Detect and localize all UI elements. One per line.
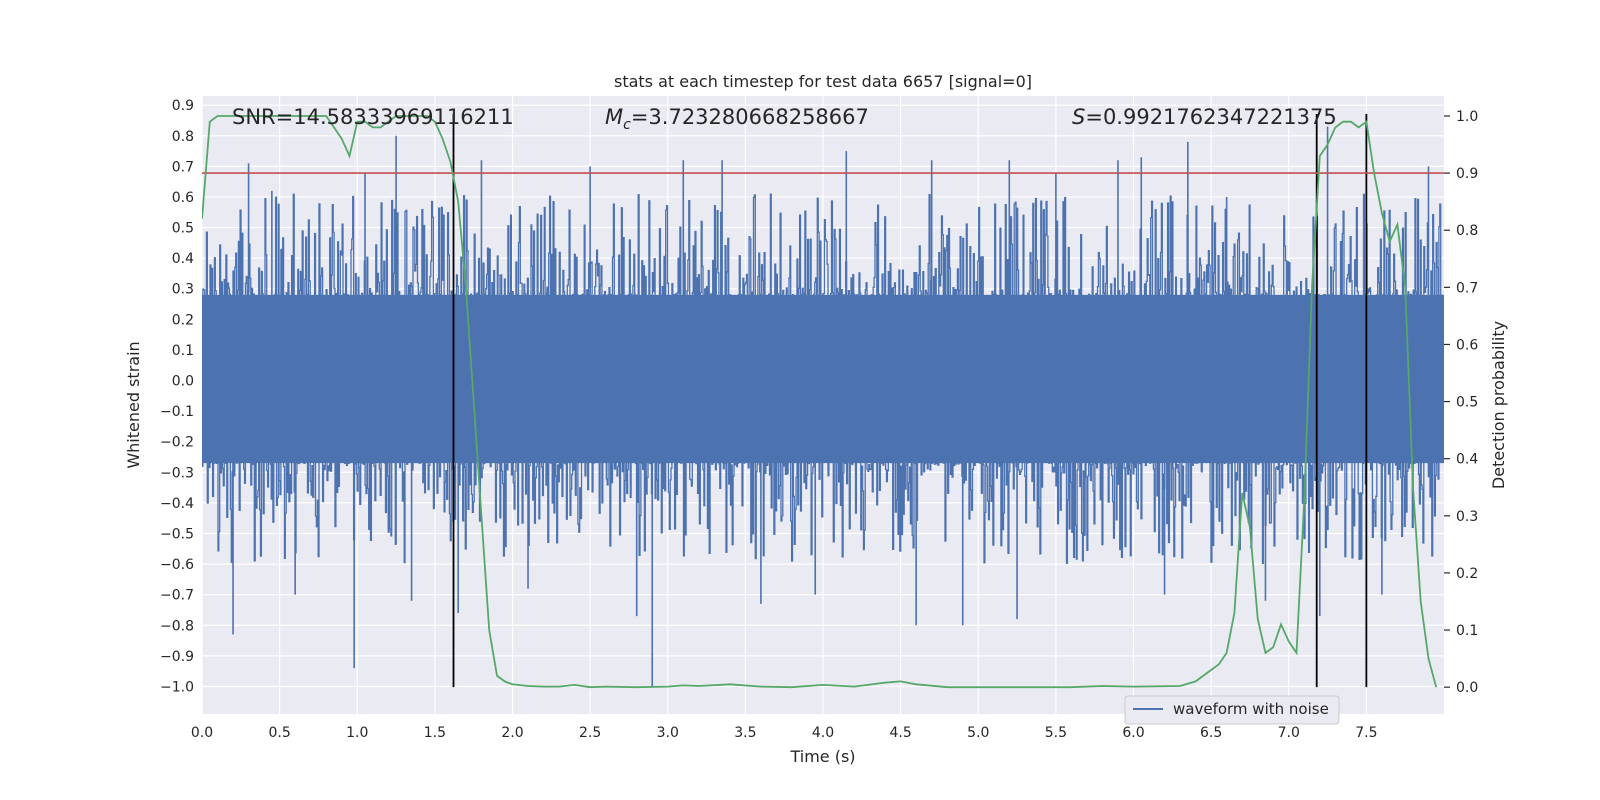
legend: waveform with noise [1124,695,1340,725]
legend-box [1124,695,1340,725]
x-axis-label: Time (s) [789,747,855,766]
y-left-tick-label: −0.7 [160,588,194,604]
y-left-tick-label: 0.1 [172,343,194,359]
y-left-tick-label: 0.7 [172,159,194,175]
y-left-axis-ticks: 0.9 0.8 0.7 0.6 0.5 0.4 0.3 0.2 0.1 0.0 −0.1 −0.2 −0… [160,98,194,695]
y-left-tick-label: 0.9 [172,98,194,114]
score-symbol: S [1072,105,1085,129]
y-left-tick-label: 0.6 [172,190,194,206]
waveform-series [202,126,1444,687]
y-left-tick-label: −0.1 [160,404,194,420]
x-tick-label: 7.5 [1355,725,1377,741]
score-value: =0.9921762347221375 [1085,105,1336,129]
y-left-tick-label: −0.6 [160,557,194,573]
y-left-tick-label: 0.5 [172,221,194,237]
x-tick-label: 3.5 [734,725,756,741]
x-tick-label: 6.0 [1122,725,1144,741]
y-right-tick-label: 0.4 [1456,452,1478,468]
legend-label: waveform with noise [1173,700,1329,718]
chirp-mass-value: =3.723280668258667 [631,105,869,129]
y-left-tick-label: 0.4 [172,251,194,267]
probability-series [202,115,1438,689]
x-tick-label: 2.5 [579,725,601,741]
y-right-tick-label: 0.3 [1456,509,1478,525]
y-right-axis-label: Detection probability [1489,321,1508,489]
waveform-dense-band [202,294,1444,464]
y-right-tick-label: 0.8 [1456,223,1478,239]
probability-line [202,115,1438,689]
x-tick-label: 7.0 [1278,725,1300,741]
x-tick-label: 6.5 [1200,725,1222,741]
y-left-axis-label: Whitened strain [124,341,143,468]
y-right-tick-label: 0.7 [1456,280,1478,296]
y-left-tick-label: 0.2 [172,312,194,328]
y-left-tick-label: 0.8 [172,129,194,145]
x-tick-label: 1.5 [424,725,446,741]
x-tick-label: 5.5 [1045,725,1067,741]
chart-title: stats at each timestep for test data 665… [614,72,1032,91]
x-tick-label: 4.0 [812,725,834,741]
x-tick-label: 2.0 [501,725,523,741]
y-left-tick-label: −0.8 [160,618,194,634]
y-right-tick-label: 1.0 [1456,109,1478,125]
y-left-tick-label: −1.0 [160,679,194,695]
x-tick-label: 0.0 [191,725,213,741]
y-left-tick-label: −0.3 [160,465,194,481]
x-tick-label: 0.5 [268,725,290,741]
x-tick-label: 5.0 [967,725,989,741]
y-left-tick-label: 0.3 [172,282,194,298]
x-tick-label: 4.5 [889,725,911,741]
snr-annotation: SNR=14.58333969116211 [232,105,514,129]
chirp-mass-symbol: M [605,105,623,129]
y-right-tick-label: 0.2 [1456,566,1478,582]
y-right-tick-label: 0.1 [1456,623,1478,639]
y-right-axis-ticks: 1.0 0.9 0.8 0.7 0.6 0.5 0.4 0.3 0.2 0.1 0.0 [1444,109,1478,696]
y-left-tick-label: −0.5 [160,526,194,542]
y-right-tick-label: 0.9 [1456,166,1478,182]
score-annotation: S=0.9921762347221375 [1072,105,1337,129]
y-left-tick-label: −0.4 [160,496,194,512]
y-right-tick-label: 0.5 [1456,395,1478,411]
y-right-tick-label: 0.6 [1456,337,1478,353]
chirp-mass-subscript: c [623,117,631,133]
x-tick-label: 3.0 [657,725,679,741]
x-tick-label: 1.0 [346,725,368,741]
y-left-tick-label: −0.9 [160,649,194,665]
y-right-tick-label: 0.0 [1456,680,1478,696]
y-left-tick-label: −0.2 [160,435,194,451]
x-axis-ticks: 0.0 0.5 1.0 1.5 2.0 2.5 3.0 3.5 4.0 4.5 5.0 5.5 6.0 6… [191,725,1378,741]
chirp-mass-annotation: Mc=3.723280668258667 [605,105,869,133]
y-left-tick-label: 0.0 [172,374,194,390]
